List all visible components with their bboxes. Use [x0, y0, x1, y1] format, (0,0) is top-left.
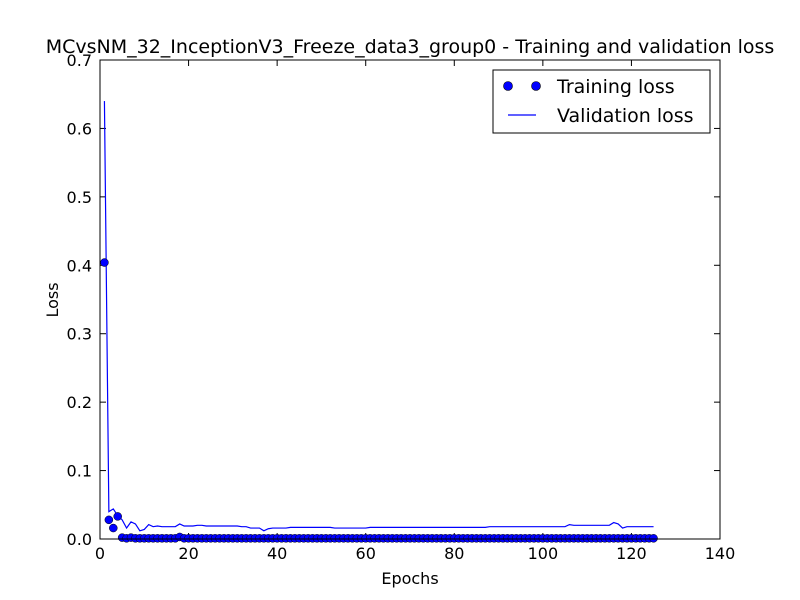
- x-tick-label: 60: [356, 544, 376, 563]
- plot-frame: [99, 59, 721, 540]
- y-tick-label: 0.2: [67, 393, 92, 412]
- y-tick-label: 0.5: [67, 188, 92, 207]
- y-axis: 0.0 0.1 0.2 0.3 0.4 0.5 0.6 0.7: [67, 51, 720, 549]
- y-tick-label: 0.3: [67, 325, 92, 344]
- x-tick-label: 0: [95, 544, 105, 563]
- series-layer: [100, 101, 658, 543]
- training-loss-point: [104, 515, 114, 525]
- legend-frame: [492, 69, 711, 134]
- plot-area: [100, 60, 720, 539]
- x-tick-label: 120: [616, 544, 647, 563]
- y-tick-label: 0.1: [67, 462, 92, 481]
- training-loss-point: [649, 534, 658, 543]
- chart-title: MCvsNM_32_InceptionV3_Freeze_data3_group…: [46, 36, 775, 58]
- y-tick-label: 0.4: [67, 256, 92, 275]
- legend-marker-training-1: [503, 81, 513, 91]
- y-tick-label: 0.0: [67, 530, 92, 549]
- y-axis-label: Loss: [43, 282, 62, 317]
- validation-loss-line: [103, 101, 654, 532]
- y-tick-label: 0.7: [67, 51, 92, 70]
- legend: Training loss Validation loss: [492, 69, 711, 134]
- x-tick-label: 80: [444, 544, 464, 563]
- x-tick-label: 40: [267, 544, 287, 563]
- x-axis-label: Epochs: [381, 569, 438, 588]
- training-loss-point: [109, 523, 118, 533]
- legend-label-training: Training loss: [556, 76, 675, 98]
- y-tick-label: 0.6: [67, 119, 92, 138]
- legend-marker-training-2: [531, 81, 541, 91]
- x-tick-label: 100: [528, 544, 559, 563]
- legend-label-validation: Validation loss: [557, 105, 694, 127]
- training-loss-point: [113, 512, 122, 521]
- x-axis: 0 20 40 60 80 100 120 140: [95, 60, 735, 563]
- training-loss-point: [100, 258, 109, 267]
- x-tick-label: 20: [178, 544, 198, 563]
- x-tick-label: 140: [705, 544, 736, 563]
